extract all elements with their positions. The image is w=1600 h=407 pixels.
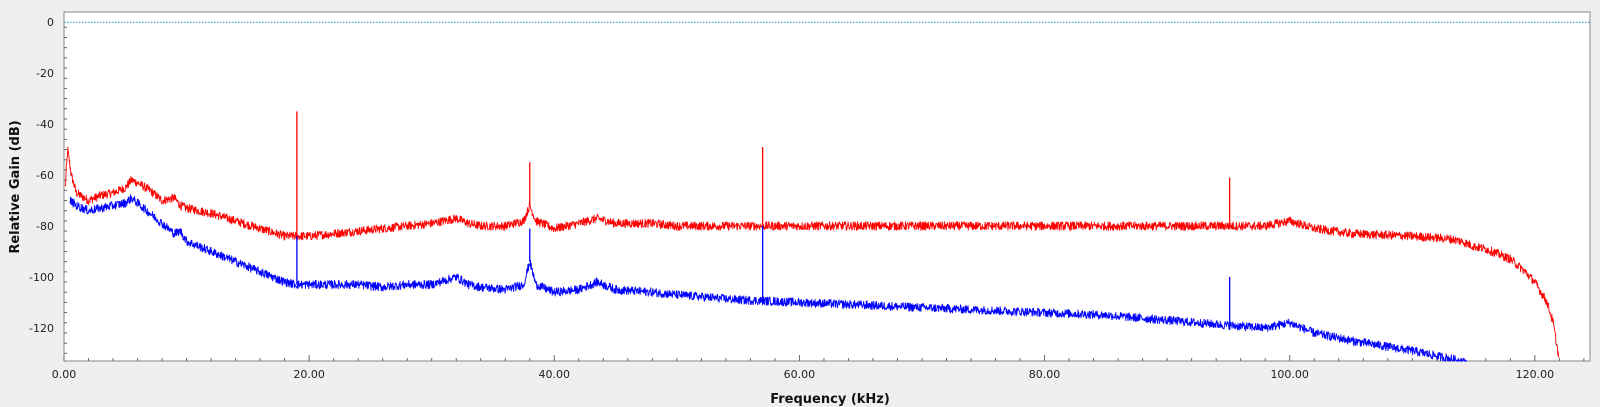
y-tick-label: -80 — [36, 220, 54, 233]
y-axis-title: Relative Gain (dB) — [8, 120, 23, 253]
y-tick-label: -120 — [29, 322, 54, 335]
x-tick-label: 100.00 — [1270, 368, 1309, 381]
y-tick-label: -60 — [36, 169, 54, 182]
x-tick-label: 40.00 — [539, 368, 571, 381]
x-tick-label: 60.00 — [784, 368, 816, 381]
x-tick-label: 80.00 — [1029, 368, 1061, 381]
x-tick-label: 120.00 — [1516, 368, 1555, 381]
x-tick-label: 20.00 — [293, 368, 325, 381]
plot-area — [63, 11, 1591, 362]
x-axis-title: Frequency (kHz) — [770, 392, 890, 407]
series-0-line — [64, 146, 1560, 358]
series-group — [64, 111, 1560, 362]
x-axis: 0.00 20.00 40.00 60.00 80.00 100.00 120.00 — [52, 355, 1585, 381]
y-tick-label: 0 — [47, 16, 54, 29]
y-tick-label: -20 — [36, 67, 54, 80]
y-tick-label: -40 — [36, 118, 54, 131]
y-tick-label: -100 — [29, 271, 54, 284]
x-tick-label: 0.00 — [52, 368, 77, 381]
series-1-line — [69, 194, 1468, 362]
